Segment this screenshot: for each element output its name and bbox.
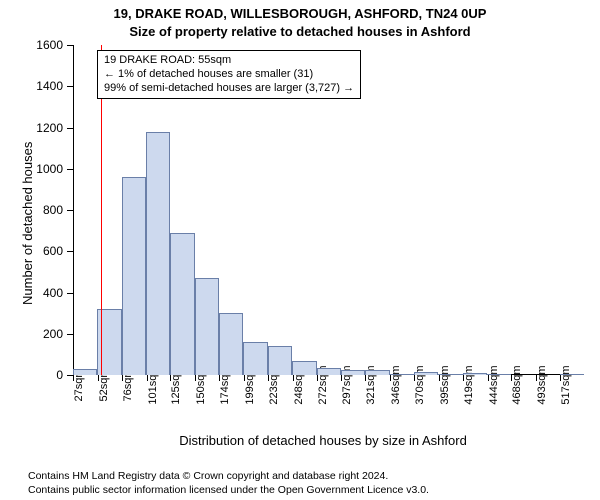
histogram-bar <box>341 370 365 375</box>
x-tick-label: 395sqm <box>439 365 451 404</box>
footer-line: Contains public sector information licen… <box>28 484 429 496</box>
x-axis-label: Distribution of detached houses by size … <box>73 433 573 448</box>
histogram-bar <box>243 342 267 375</box>
histogram-bar <box>268 346 292 375</box>
y-tick-label: 800 <box>43 203 73 217</box>
y-tick-label: 0 <box>56 368 73 382</box>
histogram-bar <box>365 370 389 375</box>
y-axis-line <box>73 45 74 375</box>
annotation-line: 19 DRAKE ROAD: 55sqm <box>104 54 354 68</box>
histogram-bar <box>487 374 511 375</box>
histogram-bar <box>317 368 341 375</box>
histogram-bar <box>560 374 584 375</box>
y-tick-label: 1000 <box>36 162 73 176</box>
y-tick-label: 1400 <box>36 79 73 93</box>
chart-title-description: Size of property relative to detached ho… <box>0 24 600 39</box>
histogram-bar <box>390 374 414 375</box>
y-tick-label: 1600 <box>36 38 73 52</box>
chart-container: 19, DRAKE ROAD, WILLESBOROUGH, ASHFORD, … <box>0 0 600 500</box>
histogram-bar <box>414 372 438 375</box>
x-tick-label: 468sqm <box>511 365 523 404</box>
x-tick-label: 493sqm <box>536 365 548 404</box>
chart-title-address: 19, DRAKE ROAD, WILLESBOROUGH, ASHFORD, … <box>0 6 600 21</box>
footer-line: Contains HM Land Registry data © Crown c… <box>28 470 388 482</box>
histogram-bar <box>195 278 219 375</box>
histogram-bar <box>73 369 97 375</box>
histogram-bar <box>438 374 462 375</box>
histogram-bar <box>463 373 487 375</box>
x-tick-label: 444sqm <box>488 365 500 404</box>
annotation-box: 19 DRAKE ROAD: 55sqm ← 1% of detached ho… <box>97 50 361 99</box>
x-tick-label: 346sqm <box>390 365 402 404</box>
histogram-bar <box>122 177 146 375</box>
y-tick-label: 1200 <box>36 121 73 135</box>
y-axis-label: Number of detached houses <box>20 142 35 305</box>
x-tick-label: 517sqm <box>560 365 572 404</box>
y-tick-label: 600 <box>43 244 73 258</box>
y-tick-label: 200 <box>43 327 73 341</box>
annotation-line: ← 1% of detached houses are smaller (31) <box>104 68 354 82</box>
histogram-bar <box>292 361 316 375</box>
annotation-line: 99% of semi-detached houses are larger (… <box>104 82 354 96</box>
histogram-bar <box>146 132 170 375</box>
x-tick-label: 419sqm <box>463 365 475 404</box>
histogram-bar <box>219 313 243 375</box>
histogram-bar <box>170 233 194 375</box>
y-tick-label: 400 <box>43 286 73 300</box>
